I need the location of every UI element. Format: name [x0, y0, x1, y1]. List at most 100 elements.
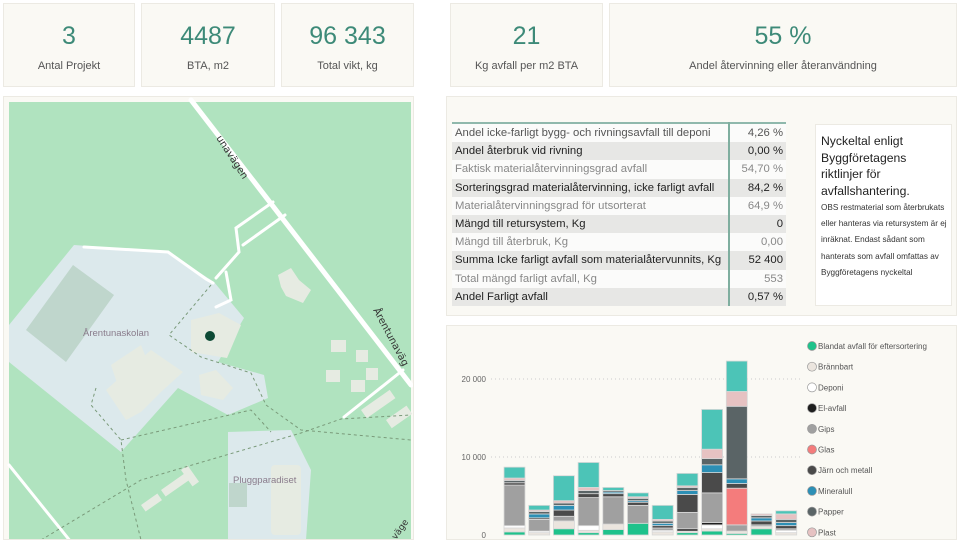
row-name: Materialåtervinningsgrad för utsorterat — [452, 196, 730, 215]
bar-segment[interactable] — [676, 490, 699, 495]
legend-item[interactable]: Gips — [807, 423, 835, 434]
legend-item[interactable]: Glas — [807, 444, 835, 455]
bar-segment[interactable] — [750, 517, 773, 522]
row-name: Sorteringsgrad materialåtervinning, icke… — [452, 178, 730, 197]
bar-segment[interactable] — [750, 528, 773, 536]
row-name: Mängd till återbruk, Kg — [452, 233, 730, 252]
bar-segment[interactable] — [503, 531, 526, 536]
row-name: Faktisk materialåtervinningsgrad avfall — [452, 160, 730, 179]
table-row: Summa Icke farligt avfall som materialåt… — [452, 251, 786, 270]
bar-segment[interactable] — [725, 360, 748, 392]
row-value: 553 — [764, 272, 783, 285]
bar-segment[interactable] — [775, 518, 798, 523]
kpi-andel-atervinning: 55 % Andel återvinning eller återanvändni… — [609, 3, 957, 87]
legend-item[interactable]: Blandat avfall för eftersortering — [807, 341, 927, 352]
bar-segment[interactable] — [775, 522, 798, 527]
bar-segment[interactable] — [701, 409, 724, 450]
legend-item[interactable]: El-avfall — [807, 403, 847, 414]
legend-label: Mineralull — [818, 487, 852, 496]
bar-segment[interactable] — [577, 487, 600, 491]
bar-segment[interactable] — [577, 462, 600, 488]
row-name: Andel återbruk vid rivning — [452, 142, 730, 161]
bar-segment[interactable] — [577, 493, 600, 498]
bar-segment[interactable] — [528, 513, 551, 519]
bar-segment[interactable] — [775, 513, 798, 520]
bar-segment[interactable] — [627, 501, 649, 506]
map-visual[interactable]: unavägen Årentunaväg väge Årentunaskolan… — [3, 96, 414, 540]
bar-segment[interactable] — [750, 513, 773, 516]
legend-marker-icon — [807, 361, 817, 372]
bar-segment[interactable] — [602, 529, 625, 536]
table-row: Andel Farligt avfall 0,57 % — [452, 287, 786, 306]
bar-segment[interactable] — [676, 494, 699, 513]
bar-segment[interactable] — [701, 524, 724, 530]
bar-segment[interactable] — [701, 458, 724, 466]
bar-segment[interactable] — [676, 511, 699, 530]
bar-segment[interactable] — [553, 509, 575, 517]
table-row: Total mängd farligt avfall, Kg 553 — [452, 269, 786, 288]
bar-segment[interactable] — [553, 528, 575, 536]
bar-segment[interactable] — [701, 464, 724, 474]
bar-segment[interactable] — [627, 492, 649, 498]
bar-segment[interactable] — [528, 518, 551, 532]
bar-segment[interactable] — [701, 472, 724, 494]
bar-segment[interactable] — [725, 487, 748, 526]
kpi-value: 21 — [512, 22, 541, 50]
bar-segment[interactable] — [553, 504, 575, 511]
bar-segment[interactable] — [627, 522, 649, 536]
bar-segment[interactable] — [602, 493, 625, 498]
legend-item[interactable]: Deponi — [807, 382, 844, 393]
legend-item[interactable]: Järn och metall — [807, 465, 873, 476]
legend-item[interactable]: Papper — [807, 506, 845, 517]
legend-label: El-avfall — [818, 404, 847, 413]
table-row: Mängd till återbruk, Kg 0,00 — [452, 233, 786, 252]
legend-marker-icon — [807, 382, 817, 393]
bar-segment[interactable] — [651, 531, 674, 536]
bar-segment[interactable] — [577, 525, 600, 531]
bar-segment[interactable] — [701, 448, 724, 459]
bar-segment[interactable] — [553, 475, 575, 502]
bar-segment[interactable] — [577, 497, 600, 527]
kpi-value: 4487 — [180, 22, 236, 50]
bar-segment[interactable] — [725, 405, 748, 480]
bar-segment[interactable] — [503, 527, 526, 533]
bar-segment[interactable] — [701, 492, 724, 523]
bar-segment[interactable] — [676, 472, 699, 487]
map-marker[interactable] — [205, 331, 215, 341]
bar-segment[interactable] — [503, 466, 526, 479]
legend-item[interactable]: Plast — [807, 527, 837, 538]
bar-segment[interactable] — [503, 484, 526, 527]
bar-segment[interactable] — [750, 520, 773, 526]
bar-segment[interactable] — [701, 530, 724, 536]
y-tick-label: 20 000 — [462, 375, 487, 384]
bar-segment[interactable] — [725, 524, 748, 532]
legend-marker-icon — [807, 486, 817, 496]
bar-segment[interactable] — [725, 478, 748, 484]
bar-segment[interactable] — [676, 487, 699, 491]
bar-segment[interactable] — [651, 504, 674, 520]
row-value: 0,00 % — [747, 145, 783, 158]
bar-segment[interactable] — [775, 510, 798, 515]
kpi-label: Total vikt, kg — [317, 60, 378, 72]
legend-marker-icon — [807, 506, 817, 517]
legend-marker-icon — [807, 527, 817, 538]
legend-label: Deponi — [818, 383, 844, 392]
bar-segment[interactable] — [553, 515, 575, 522]
legend-item[interactable]: Mineralull — [807, 486, 853, 496]
map-canvas[interactable]: unavägen Årentunaväg väge Årentunaskolan… — [3, 96, 414, 540]
bar-segment[interactable] — [725, 483, 748, 489]
bar-segment[interactable] — [725, 391, 748, 407]
bar-segment[interactable] — [602, 523, 625, 530]
legend-item[interactable]: Brännbart — [807, 361, 854, 372]
bar-segment[interactable] — [627, 504, 649, 524]
bar-segment[interactable] — [528, 504, 551, 511]
row-value: 52 400 — [748, 254, 783, 267]
legend-marker-icon — [807, 444, 817, 455]
bar-segment[interactable] — [602, 496, 625, 525]
bar-segment[interactable] — [775, 525, 798, 530]
bar-segment[interactable] — [602, 487, 625, 491]
bar-segment[interactable] — [577, 490, 600, 495]
table-row: Mängd till retursystem, Kg 0 — [452, 214, 786, 234]
bar-segment[interactable] — [553, 520, 575, 530]
row-value: 54,70 % — [741, 163, 783, 176]
